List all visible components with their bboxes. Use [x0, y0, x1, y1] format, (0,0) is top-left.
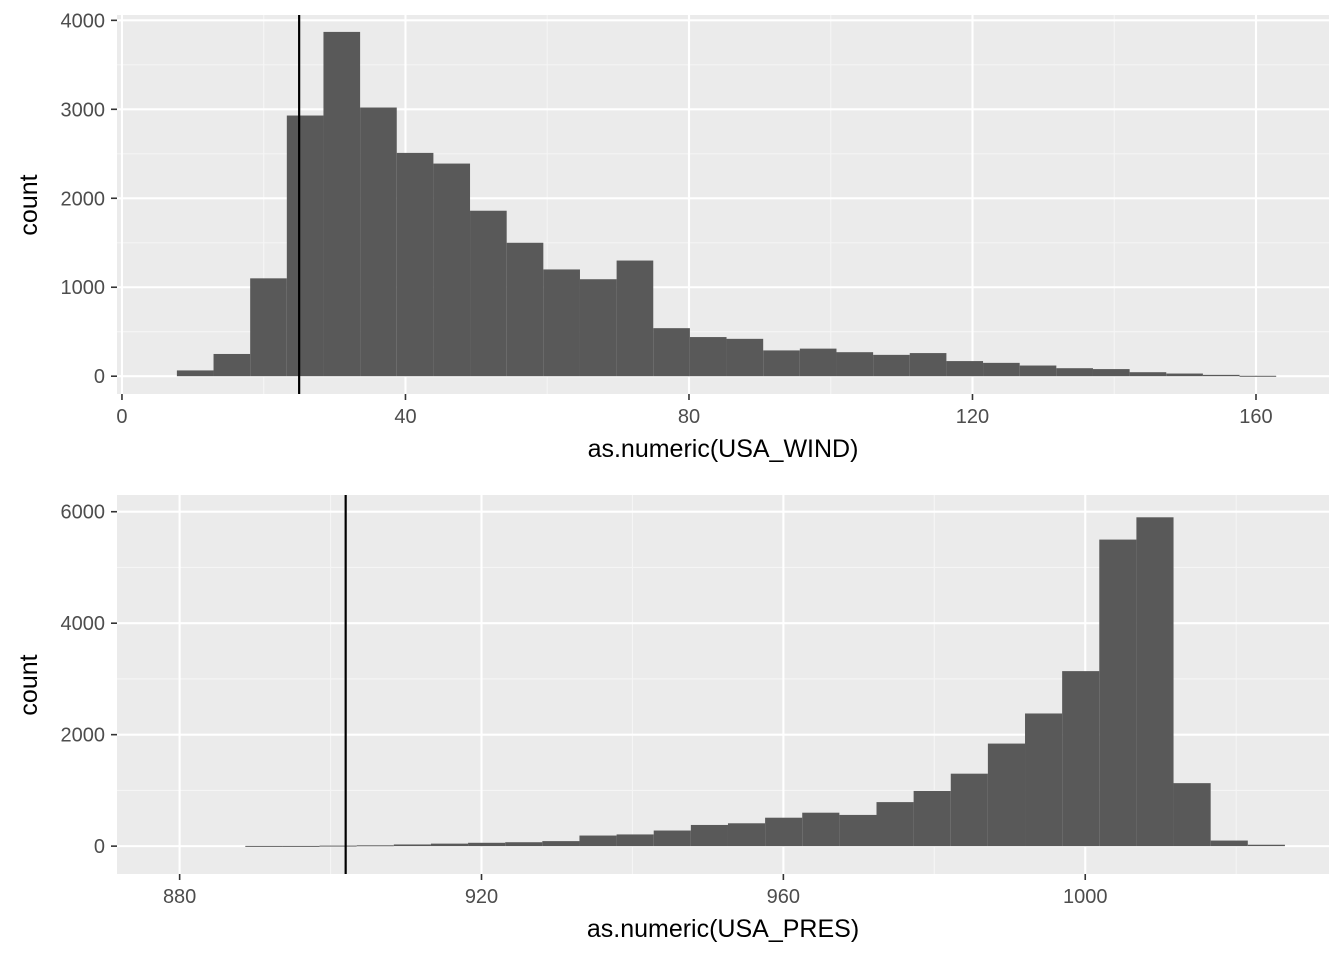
wind-histogram-bar: [1129, 372, 1167, 377]
pressure-histogram-bar: [430, 843, 469, 847]
wind-histogram-bar: [836, 352, 874, 377]
wind-histogram-bar: [506, 242, 544, 377]
wind-histogram-bar: [1166, 373, 1203, 377]
pressure-histogram-bar: [1136, 517, 1174, 847]
pressure-histogram-bar: [653, 830, 691, 847]
pressure-histogram-bar: [1247, 844, 1285, 847]
pressure-histogram-bar: [393, 844, 431, 847]
wind-histogram-bar: [653, 328, 690, 377]
wind-histogram-bar: [763, 350, 800, 377]
pressure-histogram-bar: [765, 817, 803, 847]
pressure-histogram-bar: [282, 845, 320, 847]
wind-histogram-bar: [726, 338, 764, 377]
wind-histogram-bar: [1239, 375, 1277, 377]
wind-histogram-bar: [799, 348, 837, 377]
pressure-x-tick-label: 920: [465, 886, 498, 908]
wind-histogram-panel: 0 40 80 120 160 0 1000 2000 3000 4000 as.numeric(…: [15, 10, 1329, 463]
pressure-y-tick-label: 0: [94, 836, 105, 858]
pressure-histogram-bar: [987, 743, 1026, 847]
wind-x-tick-label: 160: [1239, 406, 1272, 428]
wind-y-tick-label: 3000: [61, 99, 106, 121]
pressure-y-tick-label: 6000: [61, 502, 106, 524]
pressure-histogram-bar: [1062, 671, 1100, 847]
pressure-histogram-bar: [616, 834, 654, 847]
pressure-histogram-bar: [1025, 713, 1063, 847]
wind-y-tick-label: 0: [94, 366, 105, 388]
wind-histogram-bar: [1019, 365, 1057, 377]
wind-x-tick-label: 40: [394, 406, 416, 428]
wind-histogram-bar: [946, 361, 984, 377]
wind-histogram-bar: [909, 353, 947, 377]
wind-histogram-bar: [213, 353, 251, 377]
pressure-histogram-panel: 880 920 960 1000 0 2000 4000 6000 as.numeric(US…: [15, 495, 1329, 943]
pressure-histogram-bar: [950, 773, 988, 847]
wind-histogram-bar: [873, 354, 910, 377]
wind-histogram-bar: [1202, 374, 1240, 377]
wind-histogram-bar: [543, 269, 580, 377]
wind-x-tick-label: 0: [116, 406, 127, 428]
pressure-y-tick-label: 4000: [61, 613, 106, 635]
pressure-histogram-bar: [505, 842, 543, 847]
wind-bars: [176, 31, 1277, 377]
wind-axes: 0 40 80 120 160 0 1000 2000 3000 4000: [61, 10, 1273, 428]
wind-histogram-bar: [250, 278, 287, 377]
wind-histogram-bar: [1056, 368, 1093, 377]
pressure-y-axis-title: count: [15, 654, 43, 715]
pressure-x-tick-label: 960: [767, 886, 800, 908]
pressure-histogram-bar: [245, 845, 283, 847]
wind-histogram-bar: [983, 362, 1020, 377]
pressure-histogram-bar: [356, 845, 394, 847]
wind-y-axis-title: count: [15, 174, 43, 235]
pressure-bars: [245, 517, 1285, 847]
pressure-histogram-bar: [319, 845, 357, 847]
wind-histogram-bar: [433, 163, 471, 377]
wind-histogram-bar: [616, 260, 654, 377]
wind-y-tick-label: 1000: [61, 277, 106, 299]
pressure-histogram-bar: [690, 824, 728, 847]
wind-histogram-bar: [396, 152, 434, 377]
pressure-histogram-bar: [579, 835, 617, 847]
wind-histogram-bar: [360, 107, 397, 377]
pressure-x-tick-label: 1000: [1063, 886, 1108, 908]
pressure-histogram-bar: [727, 823, 766, 847]
pressure-histogram-bar: [913, 790, 951, 847]
pressure-histogram-bar: [542, 841, 580, 847]
wind-histogram-bar: [176, 370, 214, 377]
pressure-histogram-bar: [802, 812, 840, 847]
pressure-histogram-bar: [839, 814, 877, 847]
wind-x-tick-label: 80: [678, 406, 700, 428]
pressure-histogram-bar: [1099, 539, 1137, 847]
pressure-histogram-bar: [876, 802, 914, 847]
wind-x-tick-label: 120: [956, 406, 989, 428]
wind-y-tick-label: 2000: [61, 188, 106, 210]
pressure-x-tick-label: 880: [163, 886, 196, 908]
wind-histogram-bar: [286, 115, 324, 377]
wind-histogram-bar: [1092, 369, 1130, 377]
wind-y-tick-label: 4000: [61, 10, 106, 32]
pressure-histogram-bar: [468, 842, 506, 847]
pressure-x-axis-title: as.numeric(USA_PRES): [587, 915, 859, 943]
wind-x-axis-title: as.numeric(USA_WIND): [588, 435, 859, 463]
pressure-histogram-bar: [1210, 840, 1248, 847]
pressure-y-tick-label: 2000: [61, 725, 106, 747]
pressure-axes: 880 920 960 1000 0 2000 4000 6000: [61, 502, 1108, 908]
wind-histogram-bar: [689, 337, 727, 377]
pressure-histogram-bar: [1173, 783, 1211, 847]
wind-histogram-bar: [323, 31, 361, 377]
wind-histogram-bar: [579, 279, 617, 377]
wind-histogram-bar: [470, 210, 507, 377]
